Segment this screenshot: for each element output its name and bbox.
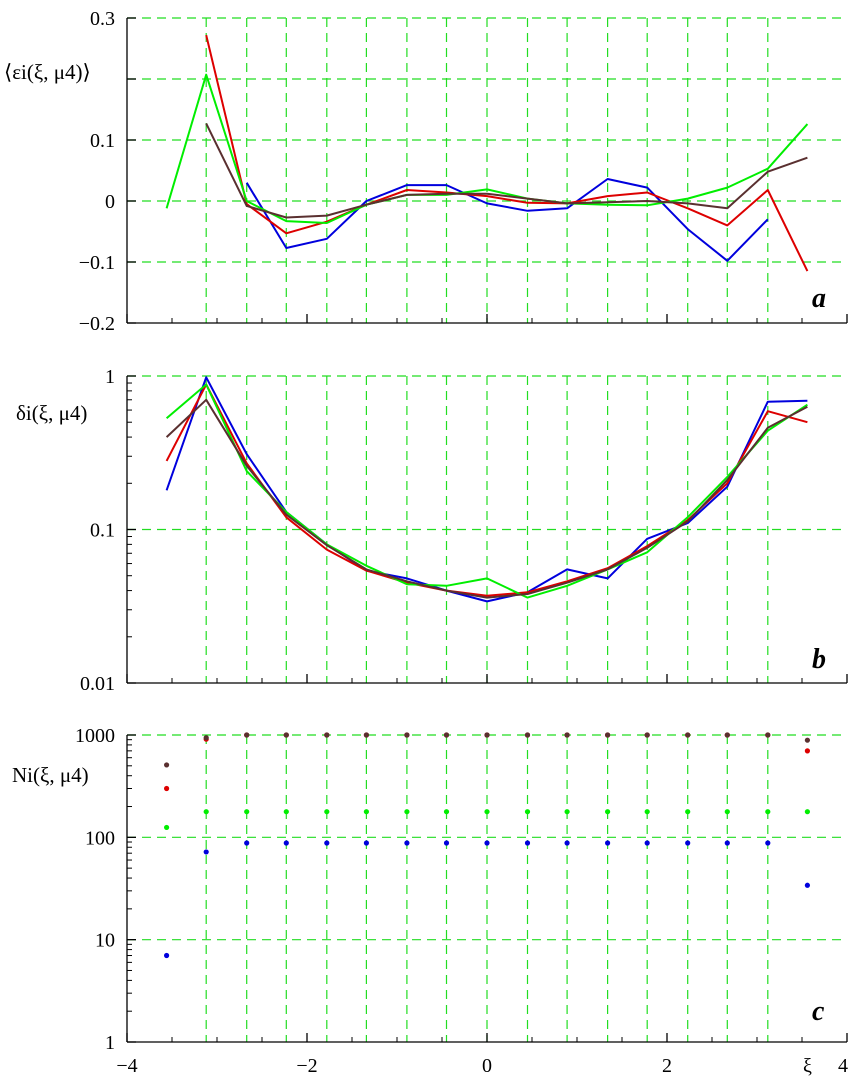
series-4-point — [724, 732, 730, 738]
panel-c-letter: c — [812, 996, 825, 1027]
series-2-line — [205, 34, 809, 272]
series-3-point — [404, 809, 410, 815]
series-1-point — [203, 849, 209, 855]
panel-c-grid — [127, 734, 847, 1042]
series-3-point — [164, 824, 170, 831]
series-3-point — [765, 809, 771, 815]
series-1-point — [804, 882, 811, 888]
series-1-point — [765, 840, 771, 846]
panel-a-grid — [127, 17, 847, 323]
y-tick-label: 0.01 — [80, 673, 115, 695]
panel-b-ylabel: δi(ξ, μ4) — [16, 401, 87, 425]
series-1-point — [283, 840, 289, 846]
series-4-line — [165, 398, 808, 599]
series-3-point — [324, 809, 330, 815]
y-tick-label: −0.1 — [79, 252, 115, 274]
series-2-point — [164, 785, 170, 792]
series-3-point — [244, 809, 250, 815]
series-1-point — [164, 952, 170, 959]
series-3-point — [443, 809, 450, 815]
y-tick-label: 1000 — [75, 725, 115, 747]
panel-a-letter: a — [812, 283, 826, 314]
panel-c: Ni(ξ, μ4) c 1 10 100 1000 — [12, 725, 848, 1054]
series-1-point — [324, 840, 330, 846]
series-1-point — [605, 840, 611, 846]
series-3-point — [283, 809, 289, 815]
panel-a-ylabel: ⟨εi(ξ, μ4)⟩ — [4, 60, 91, 84]
series-4-point — [164, 762, 170, 768]
series-3-point — [363, 809, 369, 815]
series-1-point — [564, 840, 570, 846]
series-4-point — [443, 732, 450, 738]
series-4-point — [564, 732, 570, 738]
series-4-point — [644, 732, 650, 738]
series-3-point — [203, 809, 209, 815]
x-tick-label: 0 — [482, 1055, 492, 1077]
y-tick-label: 0 — [105, 191, 115, 213]
series-4-point — [363, 732, 369, 738]
series-4-point — [324, 732, 330, 738]
y-tick-label: 0.1 — [90, 520, 115, 542]
panel-a: ⟨εi(ξ, μ4)⟩ a −0.2 −0.1 0 0.1 0.3 — [4, 8, 848, 335]
series-4-point — [685, 732, 691, 738]
panel-b: δi(ξ, μ4) b 0.01 0.1 1 — [16, 366, 848, 695]
series-4-line — [205, 123, 808, 219]
series-3-point — [524, 809, 531, 815]
series-1-point — [644, 840, 650, 846]
series-1-line — [165, 376, 808, 603]
series-1-line — [245, 178, 769, 262]
series-3-point — [605, 809, 611, 815]
x-tick-label: −2 — [296, 1055, 317, 1077]
series-1-point — [363, 840, 369, 846]
series-4-point — [524, 732, 531, 738]
x-tick-label: 4 — [838, 1055, 848, 1077]
series-4-point — [404, 732, 410, 738]
panel-b-letter: b — [812, 644, 826, 675]
panel-c-ylabel: Ni(ξ, μ4) — [12, 763, 89, 787]
series-3-line — [165, 383, 808, 599]
series-1-point — [244, 840, 250, 846]
y-tick-label: −0.2 — [79, 313, 115, 335]
x-tick-label: −4 — [116, 1055, 137, 1077]
series-3-point — [724, 809, 730, 815]
y-tick-label: 0.3 — [90, 8, 115, 30]
x-axis-label: ξ — [803, 1055, 812, 1077]
panel-b-grid — [127, 375, 847, 683]
series-1-point — [524, 840, 531, 846]
y-tick-label: 10 — [95, 930, 115, 952]
series-4-point — [804, 737, 811, 743]
series-1-point — [404, 840, 410, 846]
y-tick-label: 1 — [105, 1032, 115, 1054]
series-4-point — [605, 732, 611, 738]
x-tick-label: 2 — [662, 1055, 672, 1077]
y-tick-label: 100 — [85, 827, 115, 849]
series-4-point — [203, 735, 209, 741]
series-1-point — [443, 840, 450, 846]
series-1-point — [724, 840, 730, 846]
series-3-point — [564, 809, 570, 815]
series-4-point — [283, 732, 289, 738]
series-3-point — [484, 809, 490, 815]
series-1-point — [685, 840, 691, 846]
series-4-point — [244, 732, 250, 738]
y-tick-label: 0.1 — [90, 130, 115, 152]
series-4-point — [765, 732, 771, 738]
series-3-point — [644, 809, 650, 815]
series-1-point — [484, 840, 490, 846]
series-3-point — [685, 809, 691, 815]
series-2-point — [804, 748, 811, 754]
y-tick-label: 1 — [105, 366, 115, 388]
series-4-point — [484, 732, 490, 738]
series-3-point — [804, 809, 811, 815]
